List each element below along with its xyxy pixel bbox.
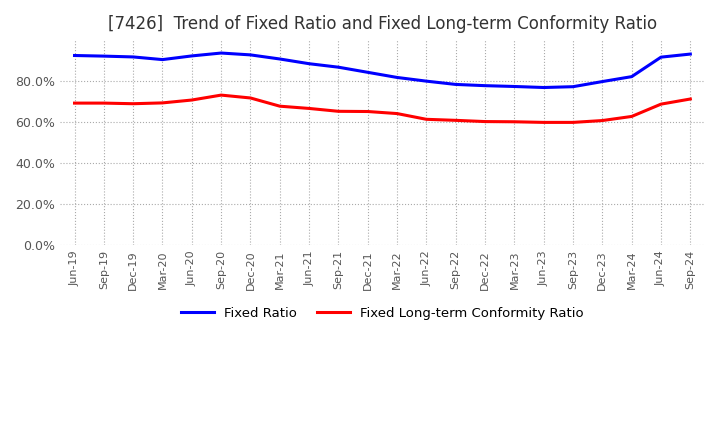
Fixed Ratio xyxy=(627,74,636,79)
Fixed Ratio xyxy=(569,84,577,89)
Fixed Long-term Conformity Ratio xyxy=(451,118,460,123)
Fixed Long-term Conformity Ratio xyxy=(187,97,196,103)
Fixed Ratio xyxy=(481,83,490,88)
Fixed Ratio xyxy=(129,54,138,59)
Fixed Long-term Conformity Ratio xyxy=(539,120,548,125)
Line: Fixed Long-term Conformity Ratio: Fixed Long-term Conformity Ratio xyxy=(75,95,690,122)
Fixed Ratio xyxy=(657,55,665,60)
Fixed Long-term Conformity Ratio xyxy=(481,119,490,124)
Fixed Ratio xyxy=(364,70,372,75)
Fixed Ratio xyxy=(510,84,518,89)
Fixed Long-term Conformity Ratio xyxy=(364,109,372,114)
Legend: Fixed Ratio, Fixed Long-term Conformity Ratio: Fixed Ratio, Fixed Long-term Conformity … xyxy=(176,301,590,325)
Fixed Long-term Conformity Ratio xyxy=(569,120,577,125)
Fixed Long-term Conformity Ratio xyxy=(510,119,518,125)
Fixed Long-term Conformity Ratio xyxy=(627,114,636,119)
Fixed Long-term Conformity Ratio xyxy=(393,111,402,116)
Line: Fixed Ratio: Fixed Ratio xyxy=(75,53,690,88)
Fixed Ratio xyxy=(246,52,255,58)
Fixed Ratio xyxy=(158,57,167,62)
Fixed Ratio xyxy=(334,65,343,70)
Fixed Long-term Conformity Ratio xyxy=(246,95,255,101)
Fixed Long-term Conformity Ratio xyxy=(598,118,607,123)
Fixed Long-term Conformity Ratio xyxy=(129,101,138,106)
Fixed Long-term Conformity Ratio xyxy=(71,100,79,106)
Fixed Ratio xyxy=(276,56,284,62)
Title: [7426]  Trend of Fixed Ratio and Fixed Long-term Conformity Ratio: [7426] Trend of Fixed Ratio and Fixed Lo… xyxy=(108,15,657,33)
Fixed Ratio xyxy=(305,61,313,66)
Fixed Long-term Conformity Ratio xyxy=(657,102,665,107)
Fixed Long-term Conformity Ratio xyxy=(217,92,225,98)
Fixed Ratio xyxy=(71,53,79,58)
Fixed Ratio xyxy=(393,75,402,80)
Fixed Ratio xyxy=(217,51,225,56)
Fixed Long-term Conformity Ratio xyxy=(334,109,343,114)
Fixed Ratio xyxy=(99,54,108,59)
Fixed Ratio xyxy=(686,51,695,57)
Fixed Ratio xyxy=(422,78,431,84)
Fixed Long-term Conformity Ratio xyxy=(158,100,167,106)
Fixed Long-term Conformity Ratio xyxy=(99,100,108,106)
Fixed Ratio xyxy=(539,85,548,90)
Fixed Long-term Conformity Ratio xyxy=(422,117,431,122)
Fixed Ratio xyxy=(451,82,460,87)
Fixed Ratio xyxy=(187,53,196,59)
Fixed Ratio xyxy=(598,79,607,84)
Fixed Long-term Conformity Ratio xyxy=(305,106,313,111)
Fixed Long-term Conformity Ratio xyxy=(686,96,695,102)
Fixed Long-term Conformity Ratio xyxy=(276,103,284,109)
